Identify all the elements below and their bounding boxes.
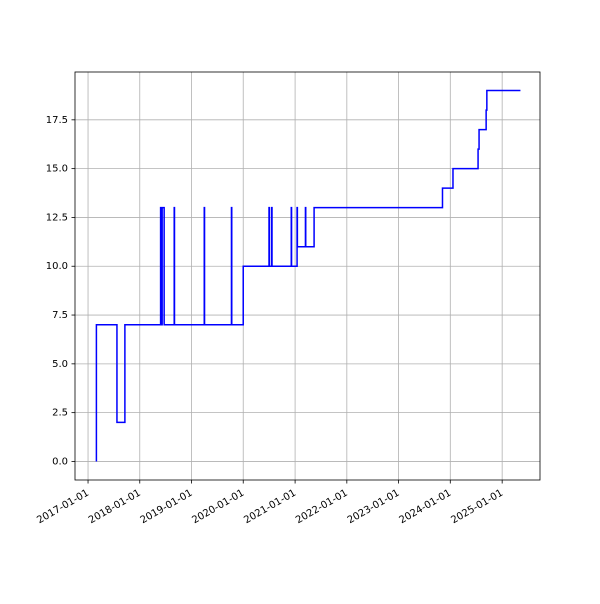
x-tick-label: 2021-01-01 — [242, 488, 298, 527]
y-tick-label: 12.5 — [46, 212, 68, 223]
y-tick-label: 0.0 — [52, 456, 68, 467]
line — [95, 89, 521, 462]
x-tick-label: 2022-01-01 — [294, 488, 350, 527]
y-tick-label: 10.0 — [46, 261, 68, 272]
y-tick-label: 15.0 — [46, 164, 68, 175]
y-tick-label: 5.0 — [52, 359, 68, 370]
x-tick-label: 2019-01-01 — [139, 488, 195, 527]
y-tick-label: 17.5 — [46, 115, 68, 126]
y-tick-label: 2.5 — [52, 408, 68, 419]
x-tick-label: 2020-01-01 — [190, 488, 246, 527]
x-tick-label: 2024-01-01 — [397, 488, 453, 527]
plot-frame — [74, 71, 541, 481]
x-tick-label: 2018-01-01 — [87, 488, 143, 527]
x-tick-label: 2023-01-01 — [346, 488, 402, 527]
y-tick-label: 7.5 — [52, 310, 68, 321]
x-tick-label: 2017-01-01 — [35, 488, 91, 527]
x-tick-label: 2025-01-01 — [449, 488, 505, 527]
